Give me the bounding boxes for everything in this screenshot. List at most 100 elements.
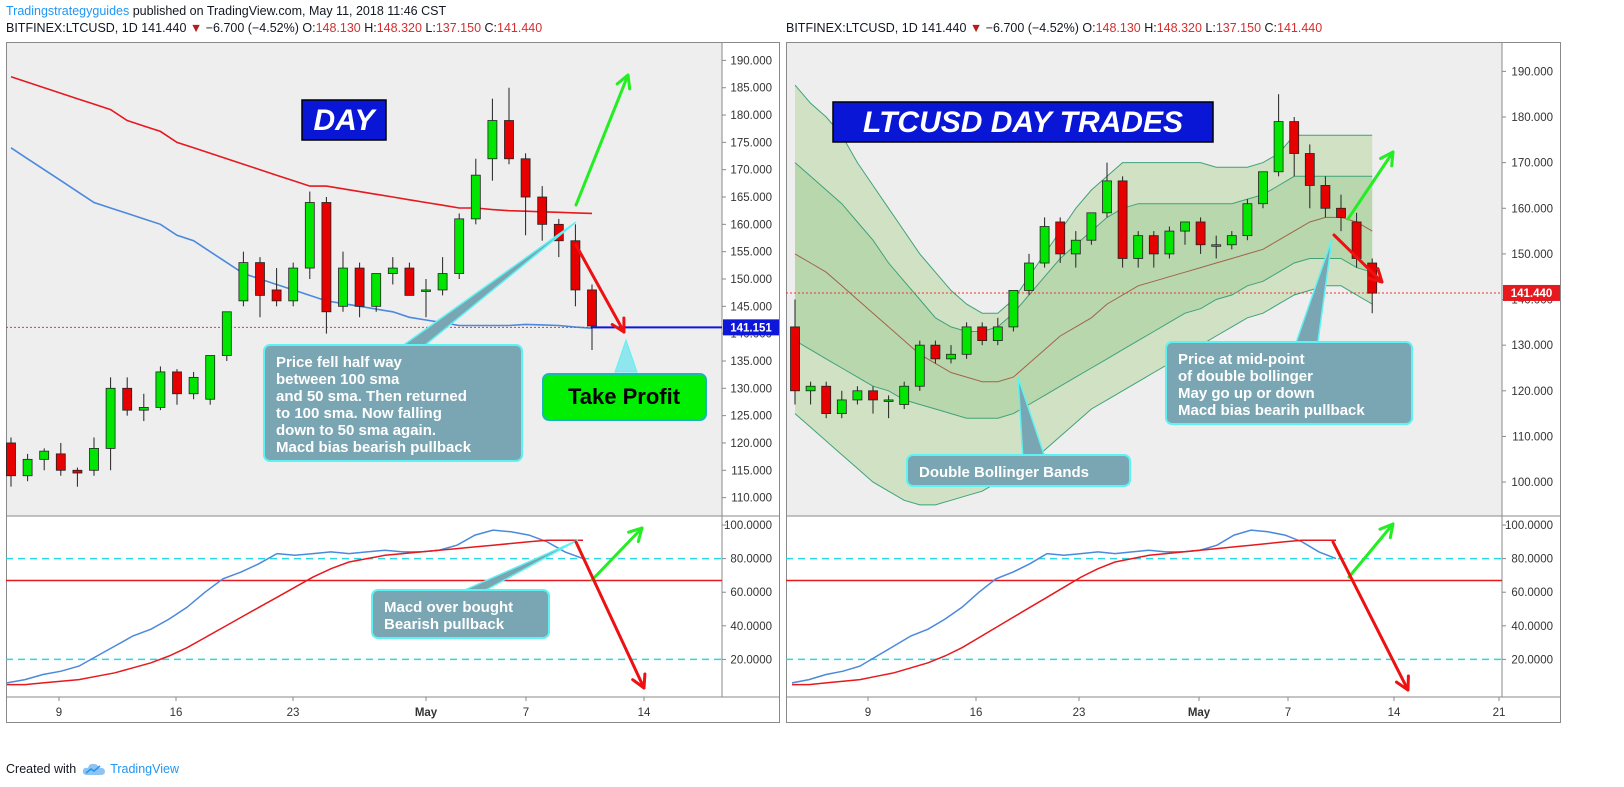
- osc-tick-label: 80.0000: [730, 554, 772, 566]
- osc-green-arrow: [590, 526, 644, 582]
- candle-body: [22, 458, 33, 477]
- osc-tick-label: 100.0000: [1505, 520, 1553, 532]
- candle-body: [387, 267, 398, 274]
- up-candle: [1039, 217, 1050, 268]
- candle-body: [1164, 230, 1175, 255]
- green-up-arrow: [574, 73, 630, 207]
- symbol-header-right: BITFINEX:LTCUSD, 1D 141.440 ▼ −6.700 (−4…: [786, 21, 1322, 35]
- up-candle: [487, 98, 498, 181]
- up-candle: [1102, 162, 1112, 218]
- title-text: DAY: [313, 104, 377, 137]
- low-label: L:: [1205, 21, 1216, 35]
- candle-body: [470, 174, 481, 220]
- candle-body: [1289, 121, 1300, 154]
- candle-body: [6, 442, 16, 477]
- published-text: published on TradingView.com, May 11, 20…: [129, 4, 447, 18]
- y-tick-label: 155.000: [730, 247, 772, 259]
- candle-body: [205, 355, 216, 400]
- candle-body: [1117, 180, 1128, 259]
- last-price: 141.440: [921, 21, 967, 35]
- high-label: H:: [1144, 21, 1157, 35]
- y-tick-label: 180.000: [1511, 112, 1553, 124]
- down-candle: [172, 369, 182, 405]
- candle-body: [1273, 121, 1284, 173]
- symbol-header-left: BITFINEX:LTCUSD, 1D 141.440 ▼ −6.700 (−4…: [6, 21, 542, 35]
- osc-red-arrow: [1331, 540, 1410, 692]
- candle-body: [821, 385, 832, 415]
- up-candle: [188, 371, 199, 400]
- down-candle: [1289, 117, 1300, 177]
- x-tick-label: 23: [287, 707, 300, 719]
- candle-body: [883, 399, 894, 402]
- close-label: C:: [1264, 21, 1278, 35]
- up-candle: [914, 340, 925, 391]
- down-candle: [55, 442, 66, 476]
- candle-body: [1102, 180, 1112, 214]
- candle-body: [852, 390, 863, 401]
- candle-body: [55, 453, 66, 471]
- stoch-k-line: [791, 529, 1337, 684]
- osc-plot-bg: [787, 517, 1502, 697]
- tradingview-brand: TradingView: [110, 762, 179, 776]
- chart-panel-day-trades[interactable]: 190.000180.000170.000160.000150.000140.0…: [786, 42, 1562, 726]
- up-candle: [238, 251, 249, 307]
- down-candle: [587, 284, 597, 351]
- candle-body: [1242, 203, 1253, 237]
- symbol-label: BITFINEX:LTCUSD, 1D: [786, 21, 918, 35]
- footer: Created with TradingView: [6, 762, 179, 776]
- red-down-arrow-head: [1367, 267, 1384, 284]
- up-candle: [992, 317, 1003, 346]
- x-tick-label: 21: [1493, 707, 1506, 719]
- candle-body: [371, 273, 382, 307]
- osc-tick-label: 80.0000: [1511, 554, 1553, 566]
- tradingview-link[interactable]: TradingView: [82, 762, 179, 776]
- candle-body: [1211, 244, 1222, 247]
- up-candle: [371, 273, 382, 312]
- y-tick-label: 150.000: [730, 274, 772, 286]
- last-price: 141.440: [141, 21, 187, 35]
- chart-panel-day[interactable]: 190.000 185.000 180.000 175.000 170.000 165.0…: [6, 42, 781, 726]
- y-tick-label: 120.000: [730, 438, 772, 450]
- author-link[interactable]: Tradingstrategyguides: [6, 4, 130, 18]
- candle-body: [504, 120, 514, 160]
- up-candle: [1086, 212, 1097, 245]
- y-tick-label: 130.000: [730, 383, 772, 395]
- up-candle: [421, 279, 431, 318]
- up-candle: [1211, 235, 1222, 259]
- price-tag-label: 141.440: [1511, 288, 1553, 300]
- up-candle: [22, 453, 33, 482]
- down-candle: [821, 381, 832, 419]
- open-label: O:: [302, 21, 316, 35]
- candle-body: [172, 371, 182, 395]
- x-tick-label: May: [1188, 707, 1211, 719]
- down-candle: [977, 322, 988, 346]
- price-tag: [723, 319, 779, 336]
- candle-body: [790, 326, 800, 392]
- green-up-arrow: [1346, 150, 1395, 221]
- open-label: O:: [1082, 21, 1096, 35]
- candle-body: [1195, 221, 1206, 246]
- change-value: −6.700 (−4.52%): [985, 21, 1079, 35]
- down-candle: [354, 262, 365, 318]
- osc-tick-label: 60.0000: [730, 587, 772, 599]
- candle-body: [946, 353, 956, 360]
- candle-body: [836, 399, 847, 415]
- candle-body: [255, 262, 265, 296]
- sma-callout-line: Price fell half way: [276, 354, 403, 371]
- high-value: 148.320: [376, 21, 422, 35]
- y-tick-label: 180.000: [730, 110, 772, 122]
- y-tick-label: 165.000: [730, 192, 772, 204]
- bollinger-callout-line: Price at mid-point: [1178, 351, 1305, 368]
- high-value: 148.320: [1156, 21, 1202, 35]
- sma50-line: [10, 147, 593, 329]
- down-candle: [868, 386, 878, 414]
- osc-tick-label: 100.0000: [724, 520, 772, 532]
- y-tick-label: 190.000: [1511, 66, 1553, 78]
- up-candle: [946, 345, 956, 364]
- down-candle: [520, 153, 531, 236]
- candles: [6, 87, 597, 487]
- candle-body: [238, 262, 249, 302]
- candle-body: [537, 196, 548, 225]
- y-tick-label: 160.000: [1511, 203, 1553, 215]
